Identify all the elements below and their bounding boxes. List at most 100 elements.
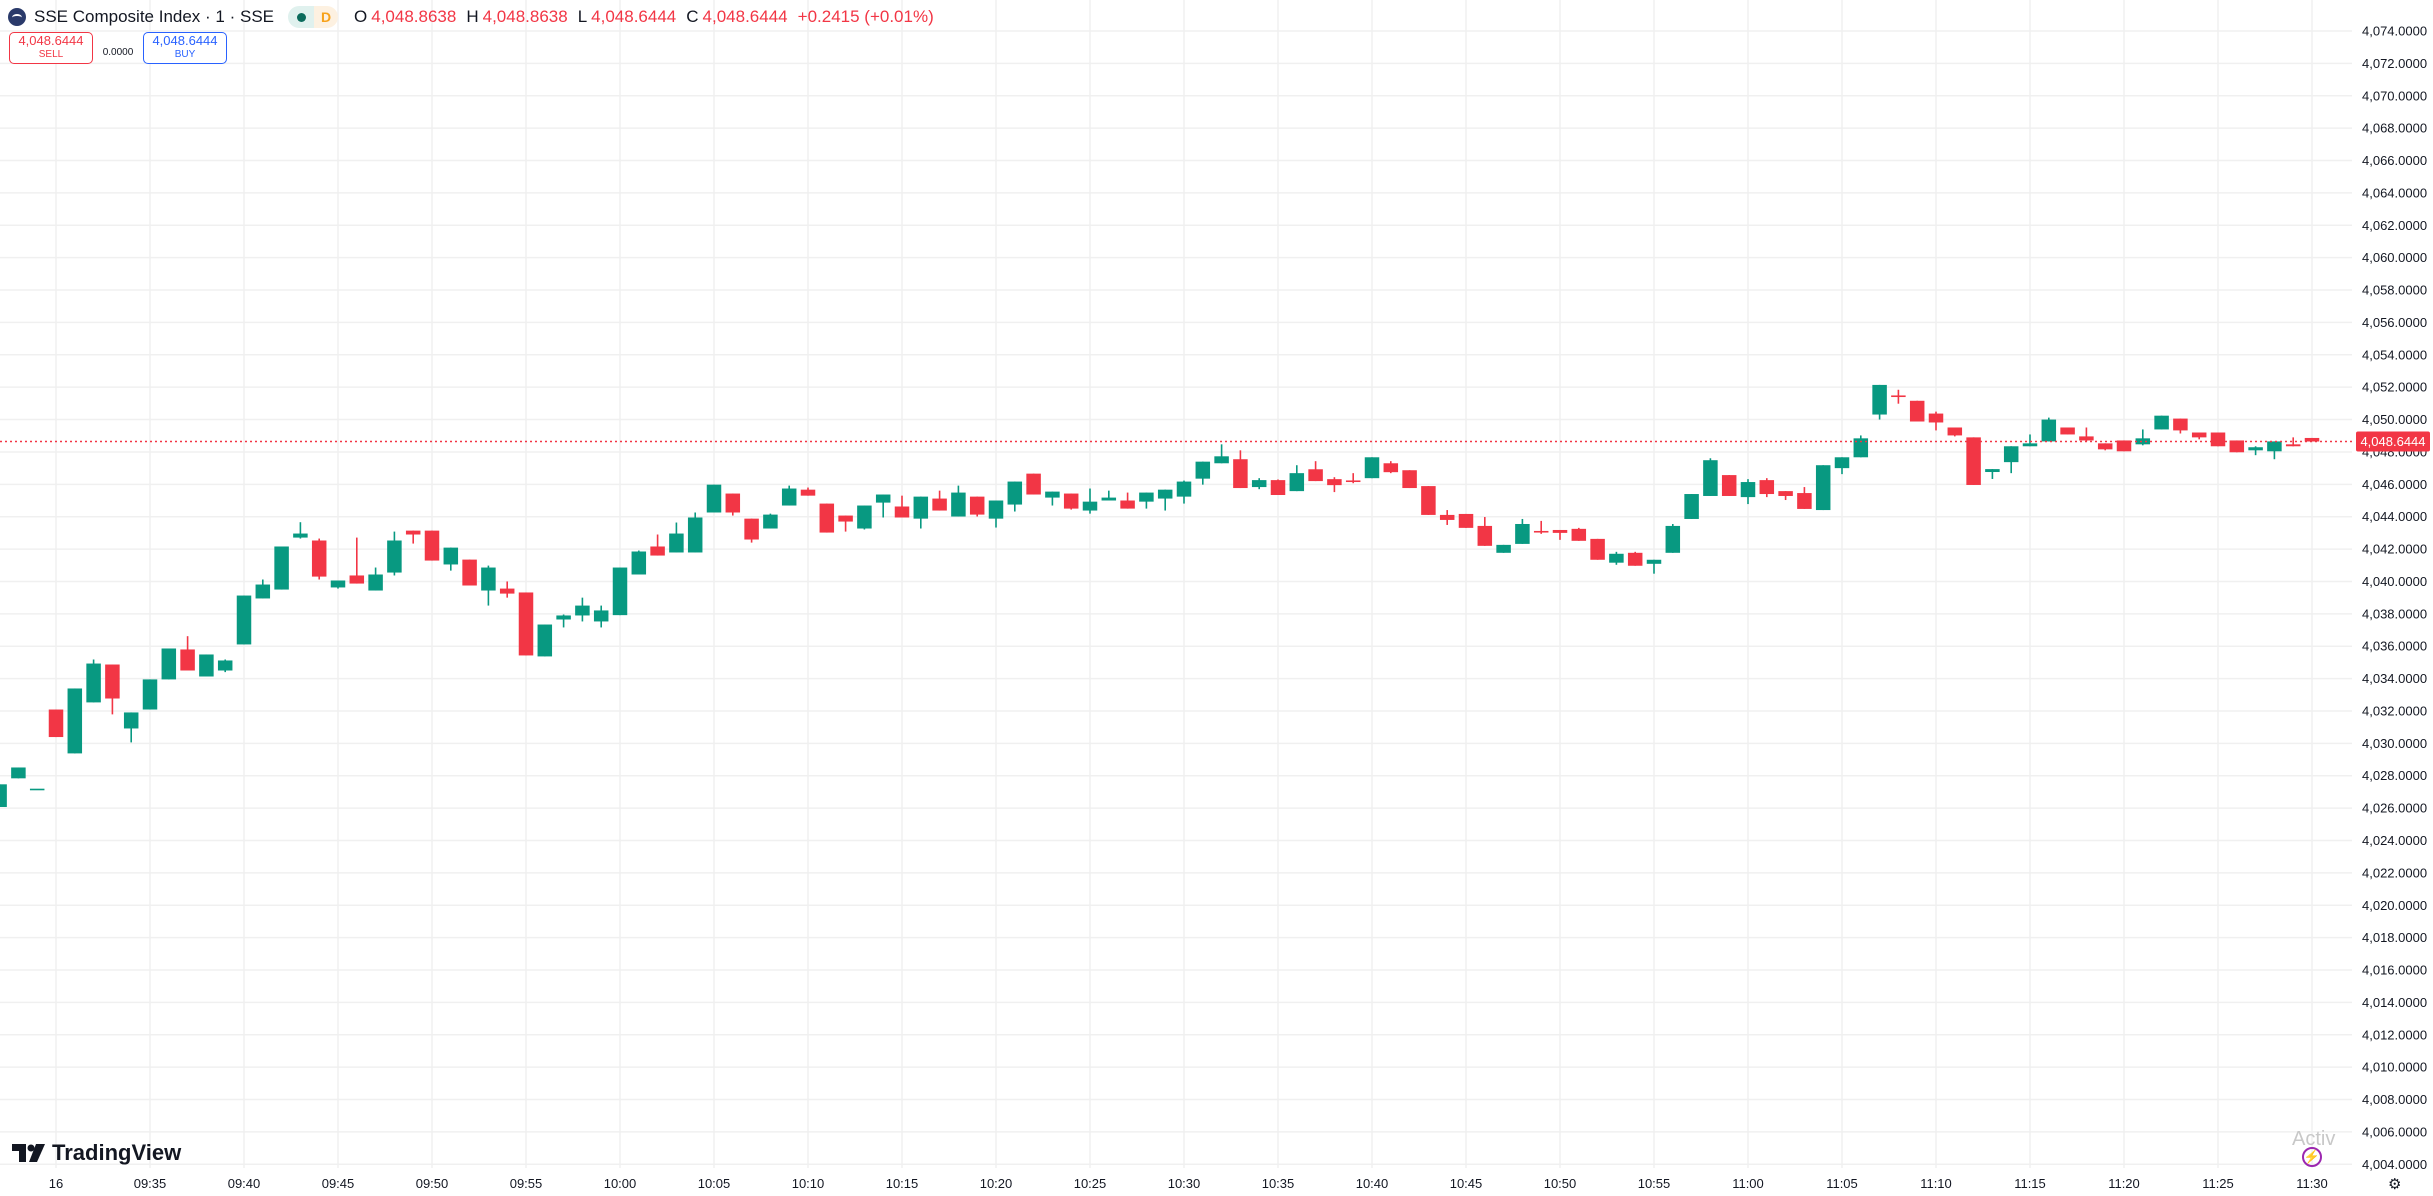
candle bbox=[669, 522, 684, 553]
candle bbox=[330, 580, 346, 589]
low-value: 4,048.6444 bbox=[591, 7, 677, 26]
candle-body bbox=[1515, 523, 1530, 544]
candle-body bbox=[1402, 470, 1417, 489]
candle bbox=[1195, 461, 1211, 485]
buy-button[interactable]: 4,048.6444 BUY bbox=[143, 32, 227, 64]
candle bbox=[1251, 478, 1267, 490]
price-axis-labels: 4,004.0000 4,006.0000 4,008.0000 4,010.0000… bbox=[2362, 24, 2427, 1172]
candle-body bbox=[1665, 525, 1681, 553]
candle bbox=[2041, 417, 2057, 442]
price-tick-label: 4,034.0000 bbox=[2362, 671, 2427, 686]
candle bbox=[1421, 486, 1436, 515]
price-tick-label: 4,016.0000 bbox=[2362, 963, 2427, 978]
candle bbox=[706, 484, 722, 513]
candle bbox=[1515, 518, 1530, 544]
trade-panel: 4,048.6444 SELL 0.0000 4,048.6444 BUY bbox=[9, 32, 227, 64]
candle-body bbox=[105, 664, 120, 699]
candle-body bbox=[1834, 457, 1850, 469]
candle-body bbox=[687, 517, 703, 553]
symbol-title[interactable]: SSE Composite Index · 1 · SSE bbox=[34, 7, 274, 26]
price-tick-label: 4,022.0000 bbox=[2362, 865, 2427, 880]
lightning-icon[interactable]: ⚡ bbox=[2302, 1147, 2322, 1167]
candle bbox=[575, 597, 590, 622]
candle-body bbox=[1157, 489, 1173, 499]
price-tick-label: 4,062.0000 bbox=[2362, 218, 2427, 233]
candle bbox=[161, 648, 177, 680]
price-tick-label: 4,008.0000 bbox=[2362, 1092, 2427, 1107]
candle bbox=[894, 495, 910, 518]
candle-body bbox=[781, 488, 797, 506]
candle-body bbox=[255, 584, 271, 599]
price-tick-label: 4,030.0000 bbox=[2362, 736, 2427, 751]
market-status-pill[interactable]: D bbox=[288, 6, 338, 28]
candle-body bbox=[29, 788, 45, 791]
candle-body bbox=[875, 494, 891, 503]
candle bbox=[1402, 470, 1417, 489]
candle bbox=[1026, 473, 1041, 495]
candle-body bbox=[1063, 493, 1079, 509]
candle bbox=[1590, 538, 1605, 560]
candle bbox=[405, 530, 421, 544]
time-tick-label: 11:30 bbox=[2296, 1176, 2328, 1191]
candle bbox=[1627, 551, 1643, 566]
candle-body bbox=[1082, 501, 1098, 511]
candle-body bbox=[123, 712, 139, 729]
tradingview-logo[interactable]: TradingView bbox=[12, 1140, 181, 1166]
gear-icon[interactable]: ⚙ bbox=[2388, 1176, 2402, 1193]
time-tick-label: 09:40 bbox=[228, 1176, 261, 1191]
candle bbox=[105, 664, 120, 715]
price-tick-label: 4,024.0000 bbox=[2362, 833, 2427, 848]
last-price-label: 4,048.6444 bbox=[2360, 434, 2425, 449]
time-tick-label: 10:25 bbox=[1074, 1176, 1107, 1191]
candle bbox=[875, 494, 891, 518]
candle bbox=[1721, 475, 1737, 496]
time-tick-label: 11:05 bbox=[1826, 1176, 1858, 1191]
price-tick-label: 4,040.0000 bbox=[2362, 574, 2427, 589]
candle bbox=[2210, 432, 2226, 447]
candle bbox=[781, 485, 797, 506]
candle-body bbox=[1646, 559, 1662, 564]
candle-body bbox=[424, 530, 440, 561]
candle-body bbox=[2022, 443, 2038, 447]
price-tick-label: 4,056.0000 bbox=[2362, 315, 2427, 330]
price-tick-label: 4,050.0000 bbox=[2362, 412, 2427, 427]
candle-body bbox=[1721, 475, 1737, 496]
candle bbox=[2154, 415, 2169, 430]
candle bbox=[1439, 510, 1455, 525]
candle-body bbox=[387, 540, 402, 573]
candle-body bbox=[2116, 440, 2132, 452]
candle-body bbox=[1214, 456, 1229, 464]
chart-header: SSE Composite Index · 1 · SSE D O 4,048.8… bbox=[8, 4, 940, 30]
candle-body bbox=[0, 784, 7, 807]
candle-body bbox=[199, 654, 214, 677]
candle-body bbox=[1421, 486, 1436, 515]
candle bbox=[1703, 458, 1718, 496]
candle-body bbox=[1909, 400, 1925, 422]
price-tick-label: 4,038.0000 bbox=[2362, 606, 2427, 621]
grid bbox=[0, 0, 2352, 1168]
price-tick-label: 4,074.0000 bbox=[2362, 24, 2427, 39]
sell-button[interactable]: 4,048.6444 SELL bbox=[9, 32, 93, 64]
candle bbox=[1270, 479, 1286, 496]
time-tick-label: 09:50 bbox=[416, 1176, 449, 1191]
high-value: 4,048.8638 bbox=[482, 7, 568, 26]
candle bbox=[1082, 488, 1098, 514]
candle-body bbox=[1891, 395, 1906, 398]
price-axis[interactable] bbox=[2352, 0, 2433, 1168]
candle-body bbox=[236, 595, 252, 645]
candle bbox=[1759, 478, 1775, 498]
candle-body bbox=[1289, 473, 1305, 492]
candle bbox=[2097, 443, 2113, 451]
candle bbox=[1327, 477, 1342, 493]
candle bbox=[988, 500, 1004, 528]
price-tick-label: 4,072.0000 bbox=[2362, 56, 2427, 71]
candle-body bbox=[2248, 447, 2263, 451]
candle bbox=[1797, 487, 1812, 509]
candle bbox=[255, 579, 271, 599]
candle bbox=[368, 567, 383, 591]
candle-body bbox=[1195, 461, 1211, 479]
candle bbox=[2135, 429, 2151, 446]
candle bbox=[2248, 446, 2263, 456]
candle-body bbox=[1345, 480, 1361, 483]
